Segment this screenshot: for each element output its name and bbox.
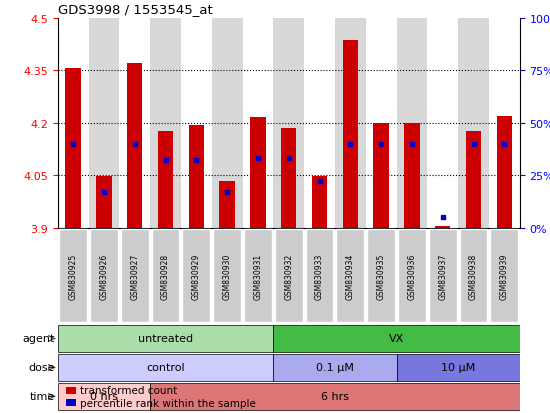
Bar [243,19,273,228]
FancyBboxPatch shape [90,230,118,322]
Bar [212,19,243,228]
FancyBboxPatch shape [337,230,364,322]
Bar [150,382,520,411]
Text: GSM830934: GSM830934 [346,253,355,299]
Bar [58,325,273,353]
FancyBboxPatch shape [121,230,148,322]
FancyBboxPatch shape [491,230,518,322]
Text: time: time [30,392,55,401]
Bar [189,126,204,228]
Bar [119,19,150,228]
Bar [366,19,397,228]
FancyBboxPatch shape [398,230,426,322]
Text: GSM830926: GSM830926 [100,253,108,299]
Text: control: control [146,363,185,373]
Bar [373,124,389,228]
Bar [65,69,81,228]
Text: GSM830927: GSM830927 [130,253,139,299]
Text: GSM830935: GSM830935 [377,253,386,299]
Bar [397,354,520,382]
Bar [466,132,481,228]
Text: GSM830931: GSM830931 [254,253,262,299]
Text: 6 hrs: 6 hrs [321,392,349,401]
Bar [343,41,358,228]
Bar [335,19,366,228]
Bar [458,19,489,228]
Text: GSM830938: GSM830938 [469,253,478,299]
Text: GSM830933: GSM830933 [315,253,324,299]
Bar [427,19,458,228]
Text: GSM830932: GSM830932 [284,253,293,299]
Bar [158,132,173,228]
Bar [127,64,142,228]
Bar [181,19,212,228]
FancyBboxPatch shape [244,230,272,322]
Text: GSM830930: GSM830930 [223,253,232,299]
Bar [489,19,520,228]
Bar [497,116,512,228]
Bar [435,226,450,228]
Bar [281,128,296,228]
Bar [304,19,335,228]
Bar [58,19,89,228]
Text: transformed count: transformed count [80,385,177,395]
FancyBboxPatch shape [275,230,302,322]
Bar [219,182,235,228]
Bar [312,176,327,228]
Bar [404,124,420,228]
Text: 0.1 μM: 0.1 μM [316,363,354,373]
Text: GDS3998 / 1553545_at: GDS3998 / 1553545_at [58,3,212,16]
Text: GSM830928: GSM830928 [161,253,170,299]
Bar [150,19,181,228]
Text: GSM830936: GSM830936 [408,253,416,299]
Bar [273,354,397,382]
FancyBboxPatch shape [152,230,179,322]
Text: VX: VX [389,334,404,344]
Text: GSM830939: GSM830939 [500,253,509,299]
FancyBboxPatch shape [429,230,456,322]
Text: GSM830929: GSM830929 [192,253,201,299]
Text: percentile rank within the sample: percentile rank within the sample [80,398,256,408]
FancyBboxPatch shape [183,230,210,322]
FancyBboxPatch shape [306,230,333,322]
FancyBboxPatch shape [59,230,87,322]
Text: 0 hrs: 0 hrs [90,392,118,401]
Text: untreated: untreated [138,334,193,344]
Bar [89,19,119,228]
Bar [96,176,112,228]
FancyBboxPatch shape [367,230,395,322]
Bar [58,354,273,382]
FancyBboxPatch shape [460,230,487,322]
FancyBboxPatch shape [213,230,241,322]
Text: 10 μM: 10 μM [441,363,475,373]
Text: dose: dose [29,363,55,373]
Text: GSM830937: GSM830937 [438,253,447,299]
Bar [250,118,266,228]
Text: agent: agent [23,334,55,344]
Bar [397,19,427,228]
Bar [273,325,520,353]
Text: GSM830925: GSM830925 [69,253,78,299]
Bar [273,19,304,228]
Bar [58,382,150,411]
